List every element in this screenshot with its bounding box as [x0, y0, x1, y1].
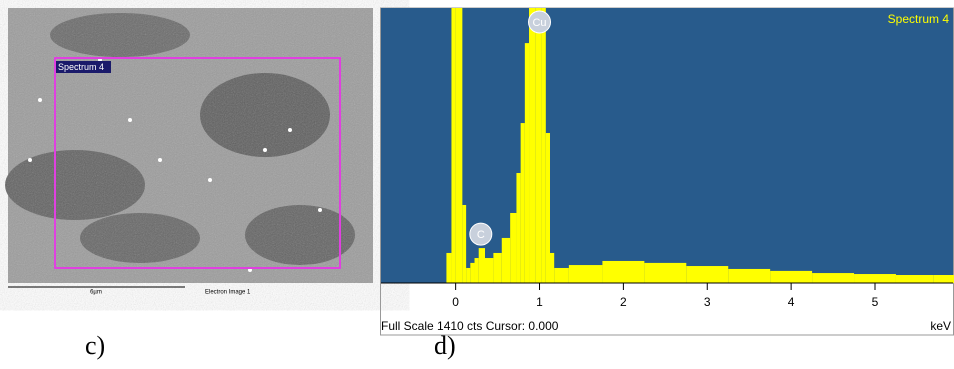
bar [535, 8, 542, 283]
chart-title: Spectrum 4 [888, 12, 950, 26]
caption: c) [85, 331, 105, 360]
bar [455, 8, 459, 283]
footer: Full Scale 1410 cts Cursor: 0.000 [381, 319, 559, 333]
caption: d) [434, 331, 456, 360]
bar [602, 260, 645, 283]
bar [501, 237, 511, 283]
bright-spots [28, 58, 322, 272]
image-label: Electron Image 1 [205, 290, 251, 296]
peak-label: C [477, 229, 485, 241]
x-tick-label: 4 [788, 295, 795, 309]
x-tick-label: 2 [620, 295, 627, 309]
bar [554, 267, 569, 283]
bar [686, 266, 729, 283]
x-tick-label: 5 [872, 295, 879, 309]
bar [933, 275, 954, 283]
bar [493, 252, 502, 283]
bar [470, 262, 475, 283]
bar [451, 8, 456, 283]
bar [466, 267, 471, 283]
bar [524, 43, 530, 283]
peak-marker [469, 222, 493, 246]
bar [770, 270, 813, 283]
bar [728, 268, 771, 283]
plot-bg [381, 8, 953, 283]
scale-label: 6µm [90, 290, 102, 296]
x-axis-label: keV [930, 319, 951, 333]
bar [545, 133, 550, 283]
bar [895, 275, 934, 283]
bar [644, 262, 687, 283]
bar [474, 258, 479, 283]
bar [568, 265, 603, 283]
sem-image: Spectrum 4 [5, 8, 373, 283]
x-tick-label: 3 [704, 295, 711, 309]
bar [529, 8, 536, 283]
selection-box [54, 57, 341, 269]
x-tick-label: 0 [452, 295, 459, 309]
bar [446, 252, 452, 283]
bar [550, 252, 555, 283]
region-label-bg [56, 61, 111, 73]
bar [462, 204, 467, 283]
bar [510, 212, 517, 283]
peak-label: Cu [532, 17, 546, 29]
x-tick-label: 1 [536, 295, 543, 309]
bar [478, 248, 485, 283]
bar [854, 274, 896, 283]
peak-marker [528, 10, 552, 34]
bar [516, 173, 521, 283]
bar [459, 8, 463, 283]
bar [520, 123, 525, 283]
image-texture [8, 8, 373, 283]
bar [485, 258, 494, 283]
region-label: Spectrum 4 [58, 62, 104, 72]
bar [541, 8, 546, 283]
bar [812, 273, 855, 283]
